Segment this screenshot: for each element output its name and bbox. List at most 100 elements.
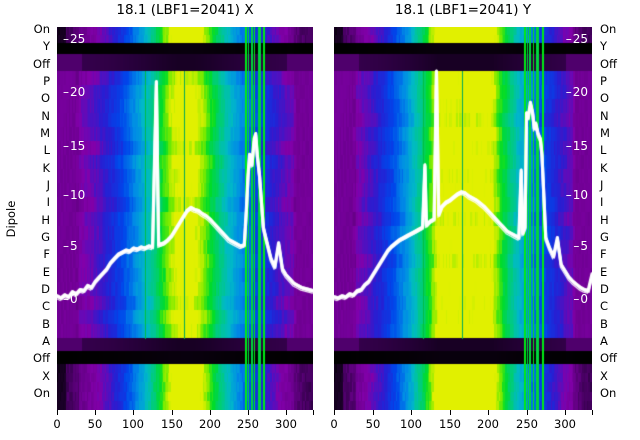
heatmap-panel-x[interactable] — [57, 27, 313, 410]
x-tick-mark-end — [313, 410, 314, 415]
inner-y-tick: –15 — [63, 139, 85, 153]
x-tick-label: 200 — [477, 417, 499, 431]
category-label-i-10: I — [600, 195, 604, 209]
category-label-off-2: Off — [33, 57, 50, 71]
category-label-on-21: On — [600, 386, 617, 400]
x-tick-label: 0 — [330, 417, 338, 431]
tick-dash: – — [573, 292, 580, 306]
tick-value: 15 — [70, 139, 86, 153]
x-tick-mark — [411, 410, 412, 415]
inner-y-tick: –5 — [573, 239, 588, 253]
category-label-a-18: A — [600, 334, 608, 348]
category-label-f-13: F — [43, 247, 50, 261]
tick-dash: – — [573, 239, 580, 253]
heatmap-image — [334, 27, 592, 410]
tick-value: 15 — [572, 139, 588, 153]
category-label-f-13: F — [600, 247, 607, 261]
category-label-l-7: L — [43, 143, 50, 157]
category-label-on-0: On — [33, 22, 50, 36]
tick-dash: – — [63, 85, 69, 99]
category-label-j-9: J — [600, 178, 604, 192]
category-label-h-11: H — [600, 213, 609, 227]
category-label-d-15: D — [41, 282, 50, 296]
inner-y-tick: –10 — [63, 188, 85, 202]
category-label-a-18: A — [42, 334, 50, 348]
inner-y-tick: –15 — [566, 139, 588, 153]
tick-value: 5 — [70, 239, 78, 253]
category-label-b-17: B — [600, 317, 608, 331]
x-tick-mark — [527, 410, 528, 415]
x-tick-label: 50 — [365, 417, 381, 431]
category-label-x-20: X — [600, 369, 608, 383]
x-tick-label: 50 — [87, 417, 103, 431]
x-tick-label: 300 — [554, 417, 576, 431]
category-label-i-10: I — [46, 195, 50, 209]
category-label-off-19: Off — [600, 351, 617, 365]
x-tick-label: 0 — [53, 417, 61, 431]
category-label-k-8: K — [600, 161, 608, 175]
tick-value: 25 — [572, 32, 588, 46]
tick-value: 20 — [572, 85, 588, 99]
heatmap-panel-y[interactable] — [334, 27, 592, 410]
category-label-on-0: On — [600, 22, 617, 36]
category-label-n-5: N — [600, 109, 609, 123]
category-label-o-4: O — [600, 91, 610, 105]
category-label-p-3: P — [43, 74, 50, 88]
category-label-m-6: M — [40, 126, 50, 140]
tick-dash: – — [63, 239, 69, 253]
category-label-x-20: X — [42, 369, 50, 383]
x-tick-mark — [248, 410, 249, 415]
tick-value: 25 — [70, 32, 86, 46]
tick-dash: – — [63, 292, 69, 306]
x-tick-mark — [286, 410, 287, 415]
category-label-e-14: E — [600, 265, 608, 279]
tick-dash: – — [565, 32, 572, 46]
category-label-e-14: E — [42, 265, 50, 279]
x-tick-mark-end — [592, 410, 593, 415]
tick-dash: – — [63, 139, 69, 153]
x-tick-mark — [133, 410, 134, 415]
x-tick-mark — [95, 410, 96, 415]
x-tick-label: 150 — [439, 417, 461, 431]
inner-y-tick: –25 — [63, 32, 85, 46]
category-label-h-11: H — [41, 213, 50, 227]
tick-dash: – — [565, 85, 572, 99]
heatmap-image — [57, 27, 313, 410]
inner-y-tick: –5 — [63, 239, 78, 253]
category-label-n-5: N — [41, 109, 50, 123]
category-label-j-9: J — [46, 178, 50, 192]
x-tick-label: 100 — [400, 417, 422, 431]
category-label-y-1: Y — [42, 39, 50, 53]
category-label-k-8: K — [42, 161, 50, 175]
x-tick-mark — [488, 410, 489, 415]
inner-y-tick: –25 — [566, 32, 588, 46]
panel-title-y: 18.1 (LBF1=2041) Y — [394, 2, 532, 18]
category-label-off-19: Off — [33, 351, 50, 365]
x-tick-mark — [334, 410, 335, 415]
x-tick-mark — [172, 410, 173, 415]
category-label-d-15: D — [600, 282, 609, 296]
x-tick-mark — [450, 410, 451, 415]
tick-value: 0 — [580, 292, 588, 306]
inner-y-tick: –20 — [566, 85, 588, 99]
category-label-m-6: M — [600, 126, 610, 140]
panel-title-x: 18.1 (LBF1=2041) X — [116, 2, 254, 18]
inner-y-tick: –20 — [63, 85, 85, 99]
x-tick-label: 100 — [122, 417, 144, 431]
tick-dash: – — [565, 139, 572, 153]
tick-value: 5 — [580, 239, 588, 253]
x-tick-mark — [57, 410, 58, 415]
category-label-g-12: G — [41, 230, 50, 244]
x-tick-label: 250 — [516, 417, 538, 431]
tick-dash: – — [565, 188, 572, 202]
x-tick-mark — [373, 410, 374, 415]
x-tick-label: 200 — [199, 417, 221, 431]
x-tick-mark — [210, 410, 211, 415]
category-label-p-3: P — [600, 74, 607, 88]
inner-y-tick: –0 — [573, 292, 588, 306]
category-label-c-16: C — [600, 299, 609, 313]
tick-value: 10 — [572, 188, 588, 202]
tick-value: 20 — [70, 85, 86, 99]
x-tick-label: 300 — [275, 417, 297, 431]
